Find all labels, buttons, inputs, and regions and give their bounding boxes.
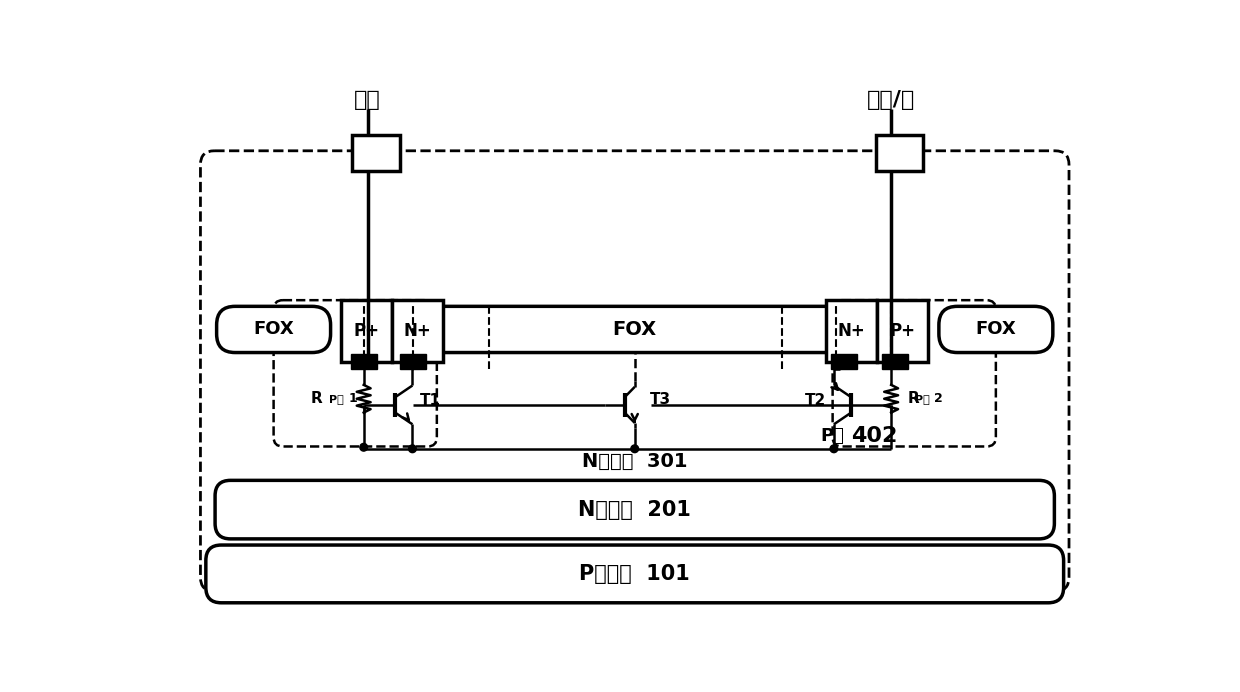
Bar <box>341 300 392 362</box>
Text: N型深阱  301: N型深阱 301 <box>582 453 687 471</box>
Text: P阱: P阱 <box>915 394 930 403</box>
FancyBboxPatch shape <box>427 307 843 352</box>
Bar <box>392 300 443 362</box>
Bar <box>875 136 924 171</box>
Circle shape <box>631 445 639 453</box>
Text: 2: 2 <box>934 392 942 406</box>
Text: T3: T3 <box>650 392 671 407</box>
Text: FOX: FOX <box>253 320 294 338</box>
Text: R: R <box>908 391 920 406</box>
Bar <box>399 354 427 370</box>
Text: N+: N+ <box>838 322 866 340</box>
Text: FOX: FOX <box>613 320 657 339</box>
Bar <box>831 354 857 370</box>
Circle shape <box>830 445 838 453</box>
Text: P阱: P阱 <box>821 427 844 445</box>
Text: P阱: P阱 <box>329 394 343 403</box>
Text: FOX: FOX <box>976 320 1017 338</box>
Text: P型衬底  101: P型衬底 101 <box>579 564 691 584</box>
Bar <box>882 354 908 370</box>
Text: P+: P+ <box>889 322 915 340</box>
Bar <box>352 136 399 171</box>
Text: 402: 402 <box>851 426 898 446</box>
Text: N+: N+ <box>404 322 432 340</box>
Text: N型埋层  201: N型埋层 201 <box>578 500 691 520</box>
FancyBboxPatch shape <box>206 545 1064 603</box>
Text: P+: P+ <box>353 322 379 340</box>
Circle shape <box>409 445 417 453</box>
FancyBboxPatch shape <box>215 480 1054 539</box>
Bar <box>826 300 877 362</box>
FancyBboxPatch shape <box>217 307 331 352</box>
Circle shape <box>360 444 367 451</box>
Text: R: R <box>310 391 322 406</box>
Text: T2: T2 <box>805 393 826 408</box>
Text: 1: 1 <box>350 392 358 406</box>
Text: T1: T1 <box>420 393 441 408</box>
FancyBboxPatch shape <box>939 307 1053 352</box>
Text: 阳极: 阳极 <box>355 90 381 110</box>
Bar <box>877 300 928 362</box>
Text: 阴极/地: 阴极/地 <box>867 90 915 110</box>
Bar <box>351 354 377 370</box>
